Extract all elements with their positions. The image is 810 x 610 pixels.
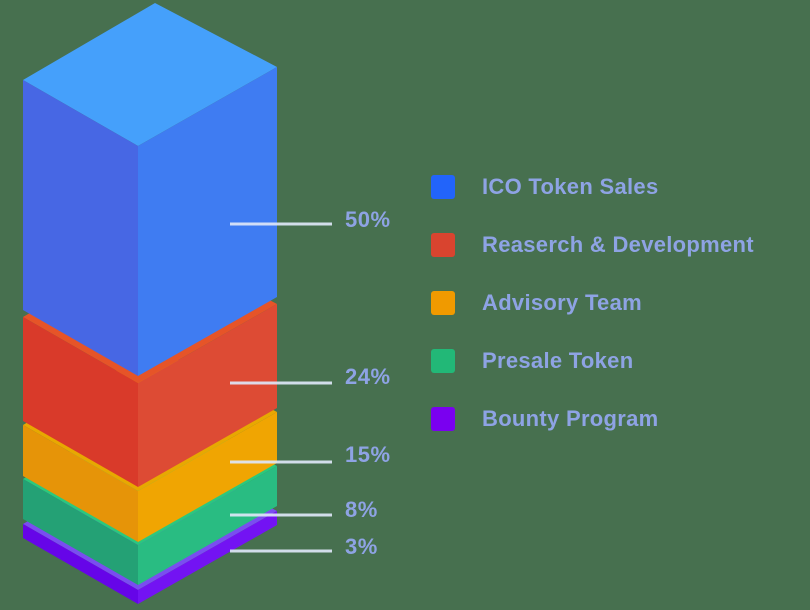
legend-swatch-purple [431,407,455,431]
segment-top-face [23,3,277,146]
legend-label-advisory-team: Advisory Team [482,290,642,315]
legend-label-bounty-program: Bounty Program [482,406,659,431]
legend-swatch-blue [431,175,455,199]
bar-segment-ico-token-sales [23,3,277,376]
legend-item-presale-token: Presale Token [431,348,634,373]
segment-left-face [23,479,138,585]
legend-label-ico-token-sales: ICO Token Sales [482,174,659,199]
legend-item-advisory-team: Advisory Team [431,290,642,315]
segment-left-face [23,524,138,604]
value-label-reaserch-development: 24% [345,364,391,389]
legend-item-reaserch-development: Reaserch & Development [431,232,754,257]
legend-item-bounty-program: Bounty Program [431,406,659,431]
legend-label-presale-token: Presale Token [482,348,634,373]
value-label-bounty-program: 3% [345,534,378,559]
segment-right-face [138,304,277,487]
legend-swatch-green [431,349,455,373]
segment-right-face [138,466,277,585]
legend-swatch-red [431,233,455,257]
segment-left-face [23,317,138,487]
segment-right-face [138,67,277,376]
legend-swatch-orange [431,291,455,315]
segment-right-face [138,511,277,604]
value-label-advisory-team: 15% [345,442,391,467]
segment-left-face [23,80,138,376]
value-label-ico-token-sales: 50% [345,207,391,232]
legend-item-ico-token-sales: ICO Token Sales [431,174,659,199]
segment-right-face [138,412,277,542]
legend-label-reaserch-development: Reaserch & Development [482,232,754,257]
value-label-presale-token: 8% [345,497,378,522]
segment-left-face [23,425,138,542]
